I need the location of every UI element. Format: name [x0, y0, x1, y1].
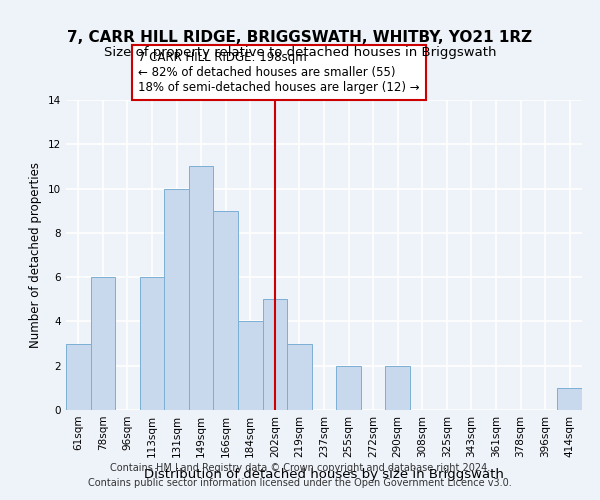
Text: Contains HM Land Registry data © Crown copyright and database right 2024.
Contai: Contains HM Land Registry data © Crown c…	[88, 462, 512, 487]
Bar	[557, 388, 582, 410]
Bar	[287, 344, 312, 410]
Bar	[91, 277, 115, 410]
Bar	[263, 300, 287, 410]
Bar	[189, 166, 214, 410]
Bar	[385, 366, 410, 410]
Bar	[336, 366, 361, 410]
Bar	[164, 188, 189, 410]
Text: Size of property relative to detached houses in Briggswath: Size of property relative to detached ho…	[104, 46, 496, 59]
Bar	[214, 210, 238, 410]
Text: 7 CARR HILL RIDGE: 198sqm
← 82% of detached houses are smaller (55)
18% of semi-: 7 CARR HILL RIDGE: 198sqm ← 82% of detac…	[138, 51, 420, 94]
X-axis label: Distribution of detached houses by size in Briggswath: Distribution of detached houses by size …	[144, 468, 504, 481]
Bar	[238, 322, 263, 410]
Bar	[140, 277, 164, 410]
Text: 7, CARR HILL RIDGE, BRIGGSWATH, WHITBY, YO21 1RZ: 7, CARR HILL RIDGE, BRIGGSWATH, WHITBY, …	[67, 30, 533, 45]
Y-axis label: Number of detached properties: Number of detached properties	[29, 162, 43, 348]
Bar	[66, 344, 91, 410]
